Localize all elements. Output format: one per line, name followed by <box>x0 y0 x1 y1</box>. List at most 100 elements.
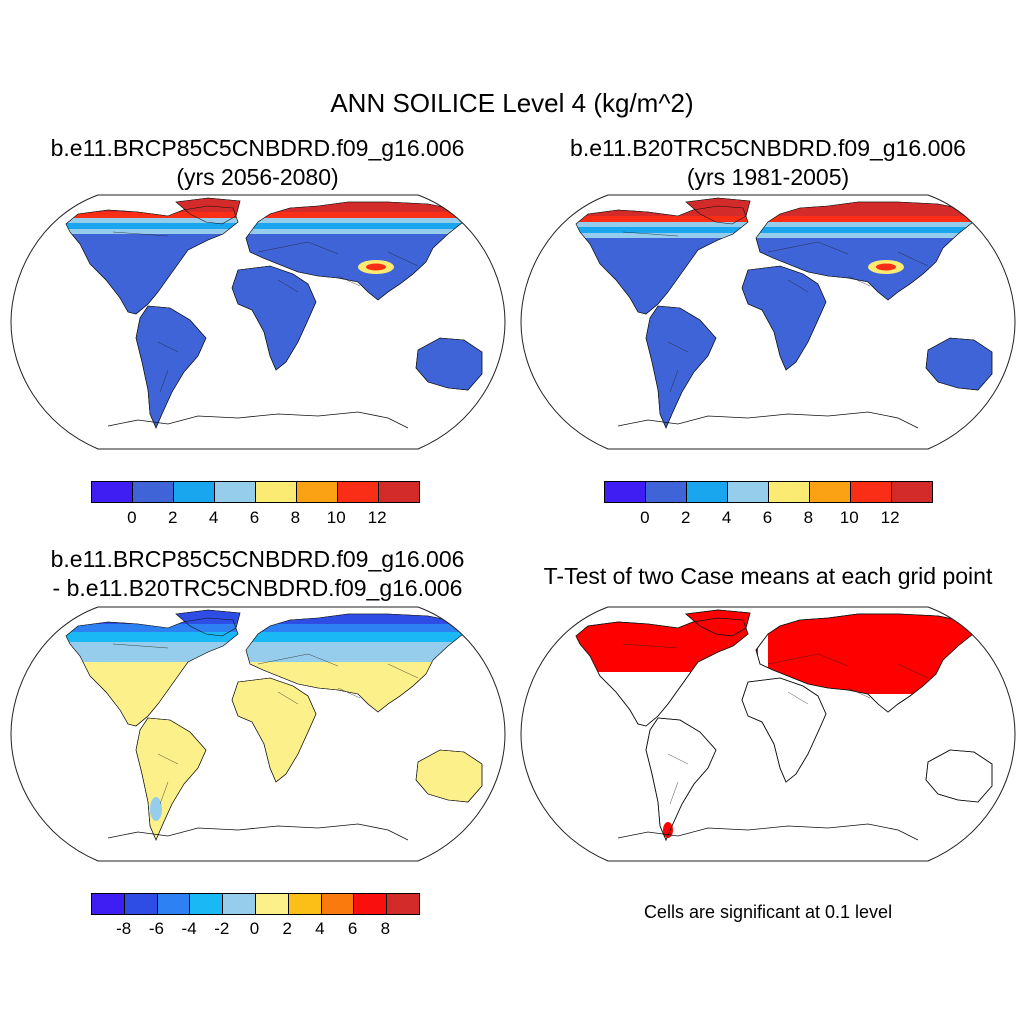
colorbar-tick-label: 6 <box>762 508 773 527</box>
colorbar-tick-label: 8 <box>380 919 391 938</box>
map-outline <box>520 194 1016 450</box>
coastline-na <box>65 205 239 315</box>
coastline-antarctica <box>617 823 919 841</box>
coastline-antarctica <box>107 411 409 429</box>
soil-ice-band-3 <box>66 223 463 229</box>
coastline-sa <box>645 717 717 842</box>
coastline-au <box>415 749 483 803</box>
colorbar-swatch-0 <box>605 482 646 502</box>
border-line-0 <box>622 643 679 649</box>
continent-sa <box>645 717 717 842</box>
andes-patch <box>150 797 162 821</box>
coastline-na <box>575 617 749 727</box>
soil-ice-band-2 <box>576 222 973 227</box>
coastline-na <box>575 205 749 315</box>
colorbar-tick-label: 0 <box>249 919 260 938</box>
panel-4-title: T-Test of two Case means at each grid po… <box>543 563 993 589</box>
colorbar-swatch-7 <box>892 482 932 502</box>
border-line-4 <box>847 687 871 699</box>
coastline-na <box>65 617 239 727</box>
coastline-au <box>415 337 483 391</box>
colorbar-tick-label: 0 <box>127 508 137 527</box>
difference-band-3 <box>66 642 463 654</box>
continent-sa <box>135 305 207 429</box>
border-line-2 <box>817 241 849 255</box>
colorbar-tick-label: 8 <box>803 508 814 527</box>
coastline-af <box>741 265 827 371</box>
map-outline <box>10 606 506 862</box>
colorbar-swatch-4 <box>769 482 810 502</box>
border-line-4 <box>847 275 871 287</box>
map-panel-future <box>10 194 506 450</box>
continent-sa <box>135 717 207 841</box>
coastline-eu <box>245 613 464 713</box>
border-line-1 <box>767 241 819 253</box>
border-line-4 <box>337 275 361 287</box>
soil-ice-band-2 <box>66 218 463 223</box>
significant-cells <box>576 610 973 694</box>
significant-region-north-america <box>576 610 758 672</box>
colorbar-tick-label: 4 <box>315 919 325 938</box>
colorbar-swatch-6 <box>288 894 322 914</box>
border-line-2 <box>307 653 339 667</box>
coastline-eu <box>245 201 464 301</box>
border-line-5 <box>897 251 929 267</box>
map-panel-historical <box>520 194 1016 450</box>
colorbar-swatch-4 <box>223 894 256 914</box>
colorbar-difference-ticks: -8 -6 -4 -2 0 2 4 6 8 <box>91 919 418 941</box>
coastline-antarctica <box>617 411 919 429</box>
colorbar-tick-label: 4 <box>208 508 219 527</box>
colorbar-tick-label: 10 <box>839 508 859 527</box>
continent-af <box>231 265 317 371</box>
colorbar-tick-label: 6 <box>249 508 260 527</box>
map-outline <box>10 194 506 450</box>
difference-band-4 <box>66 654 463 662</box>
map-content <box>575 609 993 842</box>
soil-ice-band-1 <box>66 212 463 218</box>
border-line-5 <box>897 663 929 679</box>
coastline-sa <box>645 305 717 429</box>
border-line-6 <box>157 341 179 353</box>
panel-1-title: b.e11.BRCP85C5CNBDRD.f09_g16.006 (yrs 205… <box>50 135 465 190</box>
colorbar-swatch-7 <box>379 482 419 502</box>
colorbar-swatch-2 <box>687 482 728 502</box>
coastline-gr <box>175 609 241 637</box>
colorbar-swatch-1 <box>133 482 174 502</box>
continent-af <box>741 265 827 371</box>
colorbar-swatch-1 <box>124 894 158 914</box>
continent-sa <box>645 305 717 429</box>
colorbar-tick-label: -4 <box>181 919 197 938</box>
colorbar-tick-label: 6 <box>347 919 358 938</box>
coastline-af <box>231 265 317 371</box>
soil-ice-band-3 <box>576 227 973 233</box>
colorbar-difference <box>91 893 420 915</box>
coastline-sa <box>135 305 207 429</box>
map-panel-difference <box>10 606 506 862</box>
border-line-0 <box>112 231 169 237</box>
colorbar-swatch-7 <box>321 894 355 914</box>
border-line-3 <box>787 691 809 705</box>
coastline-sa <box>135 717 207 841</box>
colorbar-tick-label: 4 <box>721 508 732 527</box>
coastline-antarctica <box>107 823 409 841</box>
coastline-gr <box>685 609 751 637</box>
border-line-7 <box>669 781 679 805</box>
colorbar-swatch-5 <box>255 894 289 914</box>
colorbar-tick-label: 8 <box>290 508 301 527</box>
continent-af <box>741 677 827 783</box>
colorbar-swatch-6 <box>338 482 379 502</box>
coastline-au <box>925 749 993 803</box>
panel-2-title: b.e11.B20TRC5CNBDRD.f09_g16.006 (yrs 1981… <box>570 135 966 190</box>
border-line-4 <box>337 687 361 699</box>
border-line-0 <box>622 231 679 237</box>
map-panel-ttest <box>520 606 1016 862</box>
difference-band-2 <box>66 632 463 642</box>
significance-note: Cells are significant at 0.1 level <box>643 902 893 922</box>
border-line-3 <box>277 279 299 293</box>
border-line-2 <box>817 653 849 667</box>
soil-ice-band-1 <box>576 216 973 222</box>
border-line-1 <box>257 241 309 253</box>
colorbar-tick-label: 0 <box>640 508 650 527</box>
tibet-patch-core <box>366 263 386 271</box>
colorbar-tick-label: -6 <box>148 919 164 938</box>
